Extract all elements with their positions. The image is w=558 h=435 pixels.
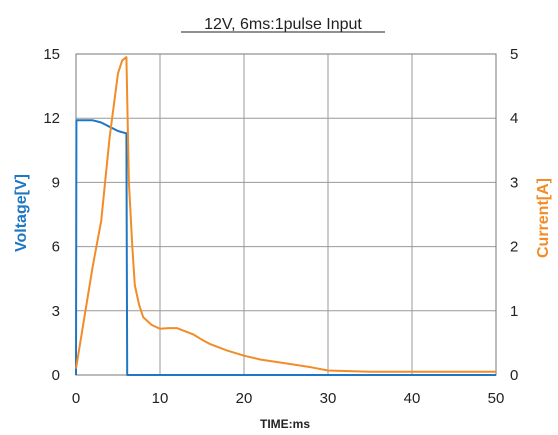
x-tick-label: 10 xyxy=(152,390,169,407)
y-left-tick-label: 6 xyxy=(52,239,60,256)
y-right-tick-label: 1 xyxy=(510,303,518,320)
x-tick-label: 50 xyxy=(488,390,505,407)
x-tick-label: 30 xyxy=(320,390,337,407)
y-right-tick-label: 3 xyxy=(510,174,518,191)
plot-area xyxy=(76,54,496,375)
series-voltage-line xyxy=(75,119,496,376)
y-right-tick-label: 5 xyxy=(510,46,518,63)
grid xyxy=(76,54,496,375)
y-axis-label-left: Voltage[V] xyxy=(13,174,30,252)
series-current-line xyxy=(75,56,496,373)
y-right-tick-label: 4 xyxy=(510,110,518,127)
series-group xyxy=(75,56,496,376)
y-right-tick-label: 0 xyxy=(510,367,518,384)
y-axis-label-right: Current[A] xyxy=(535,178,552,258)
x-tick-label: 20 xyxy=(236,390,253,407)
x-axis-label: TIME:ms xyxy=(260,417,310,431)
chart-title: 12V, 6ms:1pulse Input xyxy=(204,16,362,33)
y-left-tick-label: 3 xyxy=(52,303,60,320)
x-tick-label: 40 xyxy=(404,390,421,407)
y-right-tick-label: 2 xyxy=(510,239,518,256)
y-left-tick-label: 9 xyxy=(52,174,60,191)
y-left-tick-label: 12 xyxy=(43,110,60,127)
y-left-tick-label: 15 xyxy=(43,46,60,63)
y-left-tick-label: 0 xyxy=(52,367,60,384)
x-tick-label: 0 xyxy=(72,390,80,407)
